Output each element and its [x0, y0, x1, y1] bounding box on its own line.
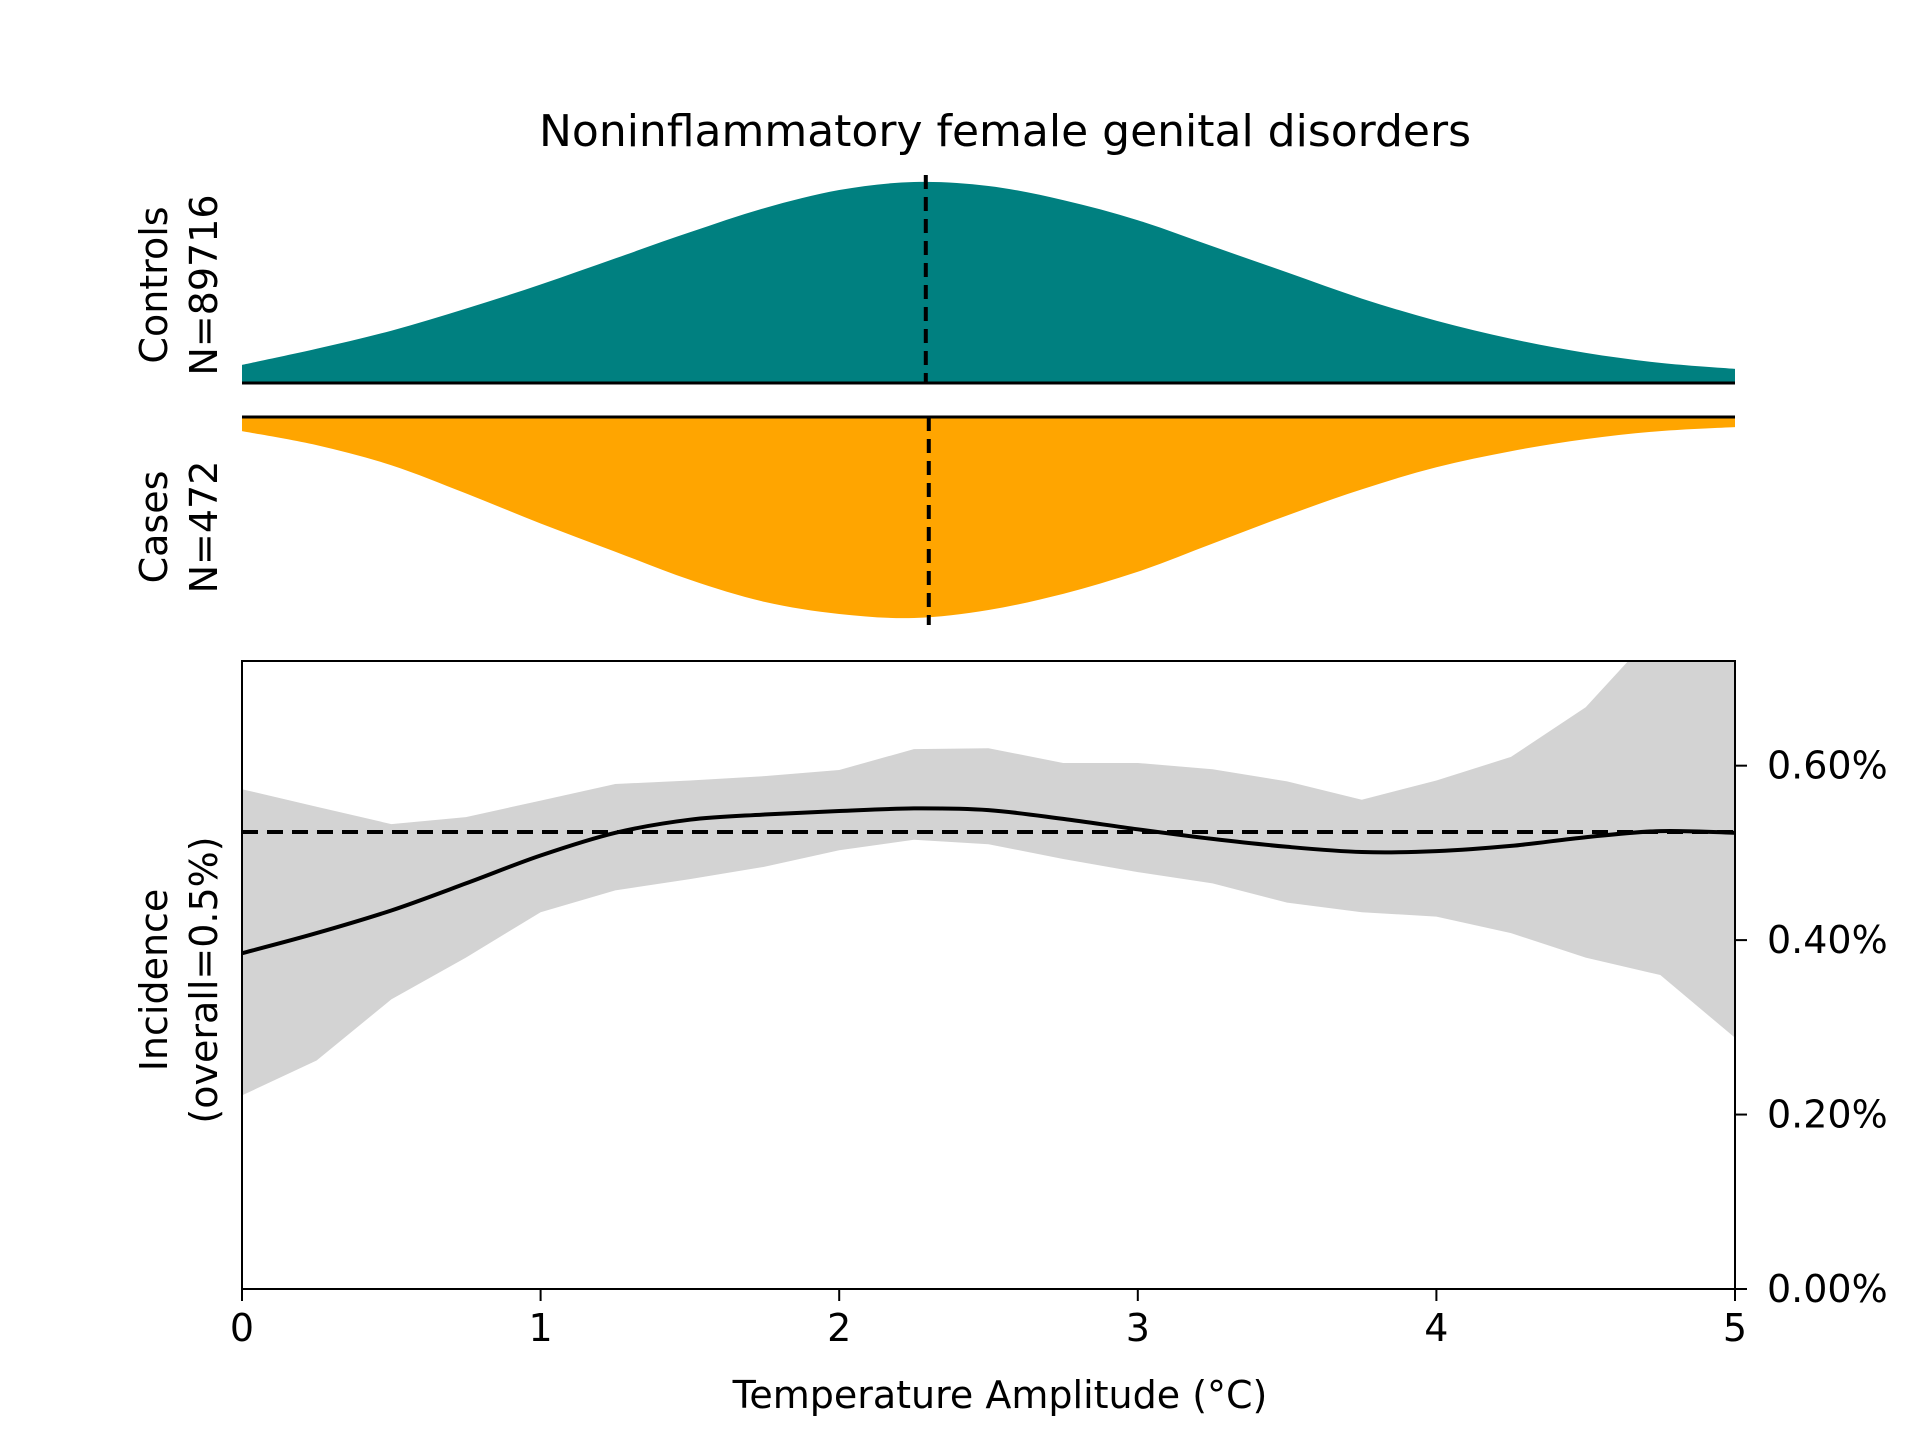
- x-axis: 0 1 2 3 4 5: [230, 1289, 1747, 1350]
- controls-density-area: [242, 181, 1735, 383]
- x-tick-label: 5: [1723, 1306, 1747, 1350]
- confidence-band: [242, 661, 1735, 1096]
- x-tick-label: 3: [1126, 1306, 1150, 1350]
- x-axis-label: Temperature Amplitude (°C): [732, 1373, 1268, 1417]
- controls-label: Controls: [132, 206, 176, 363]
- x-tick-label: 4: [1424, 1306, 1448, 1350]
- controls-count-label: N=89716: [182, 194, 226, 375]
- plot-frame: [241, 660, 1736, 1290]
- incidence-panel: 0 1 2 3 4 5 0.00% 0.20% 0.40% 0.60% Incidence (o…: [132, 660, 1888, 1417]
- controls-panel: Controls N=89716: [132, 175, 1735, 385]
- y-axis-right: 0.00% 0.20% 0.40% 0.60%: [1735, 744, 1888, 1311]
- y-axis-label: Incidence: [132, 889, 176, 1072]
- chart-title: Noninflammatory female genital disorders: [539, 106, 1471, 157]
- x-tick-label: 1: [529, 1306, 553, 1350]
- y-tick-label: 0.00%: [1767, 1267, 1888, 1311]
- x-tick-label: 0: [230, 1306, 254, 1350]
- y-tick-label: 0.20%: [1767, 1093, 1888, 1137]
- y-axis-label-overall: (overall=0.5%): [182, 836, 226, 1123]
- incidence-line: [242, 806, 1735, 956]
- cases-density-area: [242, 417, 1735, 619]
- cases-panel: Cases N=472: [132, 415, 1735, 625]
- cases-label: Cases: [132, 471, 176, 584]
- x-tick-label: 2: [827, 1306, 851, 1350]
- y-tick-label: 0.60%: [1767, 744, 1888, 788]
- cases-count-label: N=472: [182, 461, 226, 594]
- y-tick-label: 0.40%: [1767, 918, 1888, 962]
